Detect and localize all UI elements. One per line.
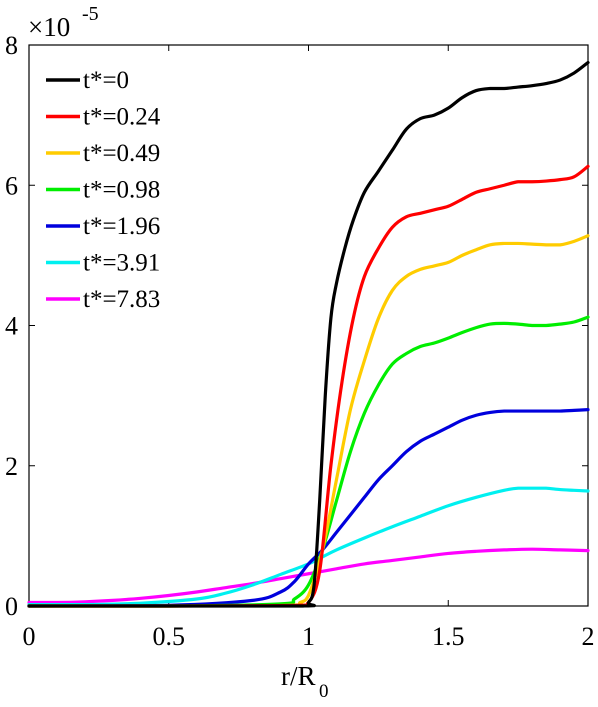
y-tick-label: 6 bbox=[5, 171, 18, 200]
legend-label: t*=7.83 bbox=[83, 286, 160, 313]
x-axis-label-subscript: 0 bbox=[319, 681, 329, 702]
legend-label: t*=0 bbox=[83, 67, 129, 94]
y-multiplier-base: ×10 bbox=[28, 12, 70, 42]
y-tick-label: 2 bbox=[5, 452, 18, 481]
series-line-t-0-49 bbox=[27, 234, 590, 608]
x-axis-label: r/R bbox=[281, 661, 316, 691]
x-tick-label: 1.5 bbox=[432, 622, 465, 651]
legend-label: t*=1.96 bbox=[83, 213, 160, 240]
legend-label: t*=3.91 bbox=[83, 250, 160, 277]
y-tick-label: 4 bbox=[5, 312, 18, 341]
legend-box bbox=[42, 60, 187, 310]
legend-label: t*=0.49 bbox=[83, 140, 160, 167]
y-tick-label: 8 bbox=[5, 31, 18, 60]
legend-label: t*=0.98 bbox=[83, 177, 160, 204]
series-line-t-0 bbox=[27, 60, 590, 608]
y-multiplier: ×10 -5 bbox=[28, 3, 99, 42]
legend-label: t*=0.24 bbox=[83, 104, 161, 131]
legend: t*=0 t*=0.24 t*=0.49 t*=0.98 t*=1.96 t*=3.91 t… bbox=[42, 60, 187, 313]
legend-items: t*=0 t*=0.24 t*=0.49 t*=0.98 t*=1.96 t*=3.91 t… bbox=[46, 67, 161, 313]
series-line-t-0-98 bbox=[27, 315, 590, 608]
series-layer bbox=[27, 60, 590, 608]
y-multiplier-exponent: -5 bbox=[82, 3, 99, 25]
series-line-t-1-96 bbox=[27, 408, 590, 608]
x-tick-label: 1 bbox=[302, 622, 315, 651]
y-tick-label: 0 bbox=[5, 592, 18, 621]
x-tick-label: 2 bbox=[582, 622, 595, 651]
x-tick-label: 0.5 bbox=[153, 622, 186, 651]
series-line-t-3-91 bbox=[27, 486, 590, 607]
x-axis-title: r/R 0 bbox=[281, 661, 329, 702]
x-tick-label: 0 bbox=[23, 622, 36, 651]
series-line-t-7-83 bbox=[27, 547, 590, 605]
